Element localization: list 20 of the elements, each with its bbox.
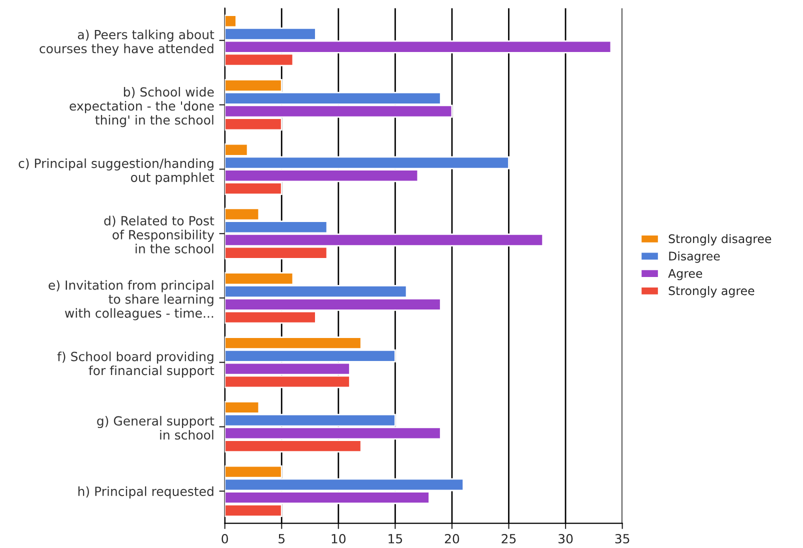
x-tick-label: 15 [388,534,402,544]
y-tick-label: b) School wide expectation - the 'done thing' in the school [70,87,214,128]
x-tick-label: 25 [502,534,516,544]
y-tick-label: g) General support in school [97,416,214,440]
x-tick-label: 5 [278,534,285,544]
legend-label: Disagree [669,251,720,263]
y-tick-label: c) Principal suggestion/handing out pamphlet [18,158,214,184]
y-tick-label: f) School board providing for financial support [57,352,214,378]
legend-label: Strongly agree [668,286,754,298]
y-tick-label: a) Peers talking about courses they have attended [40,30,214,56]
x-tick-label: 35 [615,534,630,544]
y-tick-label: h) Principal requested [78,486,214,498]
x-tick-label: 30 [558,534,573,544]
x-tick-label: 10 [332,534,346,544]
legend-label: Strongly disagree [668,234,772,246]
y-tick-label: d) Related to Post of Responsibility in the school [104,216,214,254]
y-tick-label: e) Invitation from principal to share learning with colleagues - time... [48,280,214,320]
x-tick-label: 0 [222,534,228,544]
x-tick-label: 20 [444,534,460,544]
legend-label: Agree [668,269,702,280]
